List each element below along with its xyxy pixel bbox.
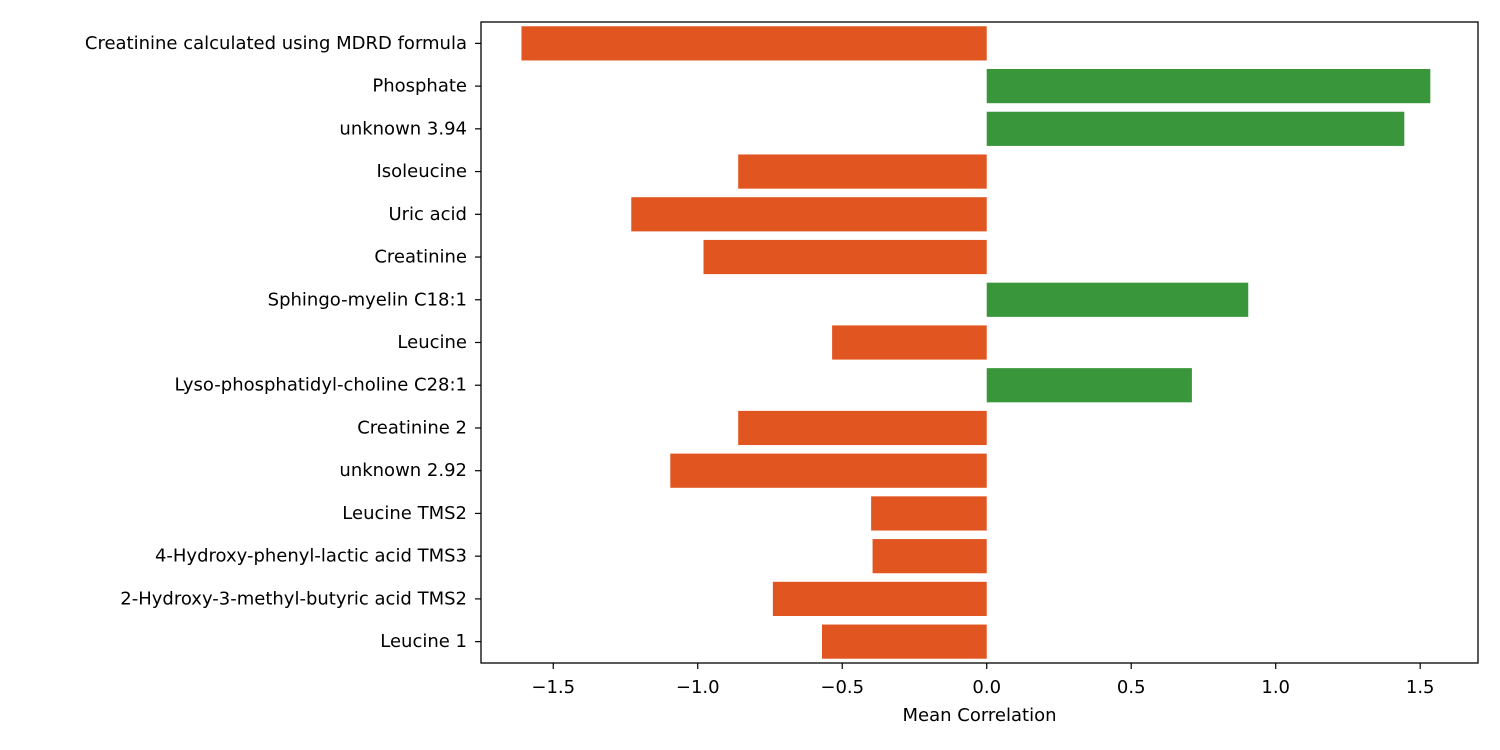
category-label: unknown 3.94 [339,118,467,139]
bar [986,282,1249,317]
bar [738,154,987,189]
bar [871,496,987,531]
category-label: Sphingo-myelin C18:1 [268,289,467,310]
bar [822,624,987,659]
bars-group [521,26,1431,659]
x-tick-label: −1.5 [531,677,575,698]
category-label: Isoleucine [376,161,467,182]
bar [986,111,1405,146]
x-tick-label: −1.0 [676,677,720,698]
bar [986,69,1431,104]
category-label: 2-Hydroxy-3-methyl-butyric acid TMS2 [120,588,467,609]
category-label: Leucine [397,332,467,353]
category-label: 4-Hydroxy-phenyl-lactic acid TMS3 [155,546,467,567]
bar [521,26,987,61]
x-tick-label: 0.0 [972,677,1001,698]
category-label: unknown 2.92 [339,460,467,481]
category-label: Uric acid [388,204,467,225]
category-label: Leucine 1 [380,631,467,652]
category-label: Creatinine [374,247,467,268]
bar [703,239,987,275]
x-tick-label: −0.5 [820,677,864,698]
category-label: Phosphate [372,76,467,97]
bar [986,368,1192,403]
category-label: Creatinine 2 [357,417,467,438]
category-label: Leucine TMS2 [342,503,467,524]
x-axis-label: Mean Correlation [902,705,1056,726]
bar [832,325,987,360]
bar [738,410,987,446]
bar [872,539,987,574]
bar [631,197,987,232]
y-axis: Creatinine calculated using MDRD formula… [85,33,481,652]
category-label: Creatinine calculated using MDRD formula [85,33,467,54]
x-axis: −1.5 −1.0 −0.5 0.0 0.5 1.0 1.5 [531,663,1435,698]
bar [772,581,987,616]
x-tick-label: 0.5 [1117,677,1146,698]
bar [670,453,987,488]
x-tick-label: 1.5 [1406,677,1435,698]
x-tick-label: 1.0 [1261,677,1290,698]
category-label: Lyso-phosphatidyl-choline C28:1 [175,375,467,396]
